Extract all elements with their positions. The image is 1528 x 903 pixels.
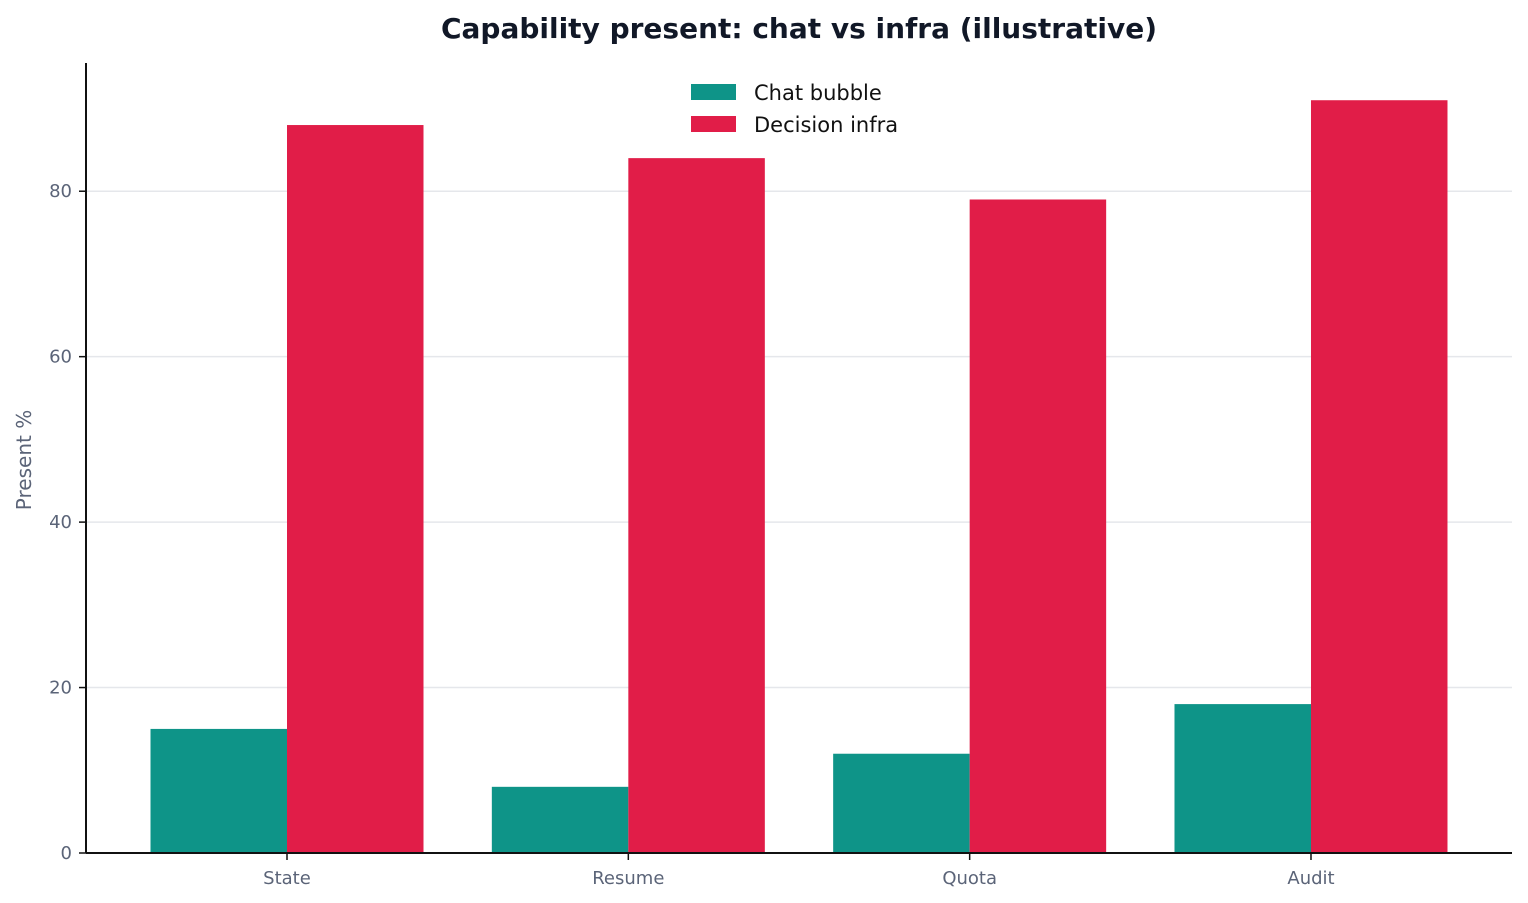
x-tick-label: State (263, 868, 311, 889)
bar-quota-chat-bubble (833, 753, 970, 853)
legend: Chat bubble Decision infra (691, 81, 898, 137)
y-tick-label: 60 (49, 347, 72, 368)
y-ticks: 0 20 40 60 80 (49, 181, 86, 864)
bar-audit-decision-infra (1310, 100, 1448, 854)
legend-swatch (691, 116, 736, 132)
chart-title: Capability present: chat vs infra (illus… (441, 12, 1157, 45)
y-tick-label: 0 (61, 843, 72, 864)
legend-label: Chat bubble (754, 81, 882, 105)
bar-quota-decision-infra (969, 199, 1107, 854)
bar-audit-chat-bubble (1174, 704, 1311, 853)
legend-label: Decision infra (754, 113, 898, 137)
bar-state-decision-infra (287, 125, 424, 854)
x-tick-label: Audit (1287, 868, 1334, 889)
bar-resume-decision-infra (628, 158, 765, 854)
bar-state-chat-bubble (150, 728, 287, 853)
x-tick-label: Quota (942, 868, 997, 889)
y-axis-label: Present % (12, 410, 36, 510)
y-tick-label: 20 (49, 678, 72, 699)
axes (85, 63, 1512, 854)
y-tick-label: 80 (49, 181, 72, 202)
y-tick-label: 40 (49, 512, 72, 533)
x-tick-label: Resume (592, 868, 664, 889)
legend-swatch (691, 84, 736, 100)
bar-resume-chat-bubble (491, 786, 629, 853)
x-ticks: State Resume Quota Audit (263, 853, 1335, 889)
bars (150, 100, 1448, 854)
